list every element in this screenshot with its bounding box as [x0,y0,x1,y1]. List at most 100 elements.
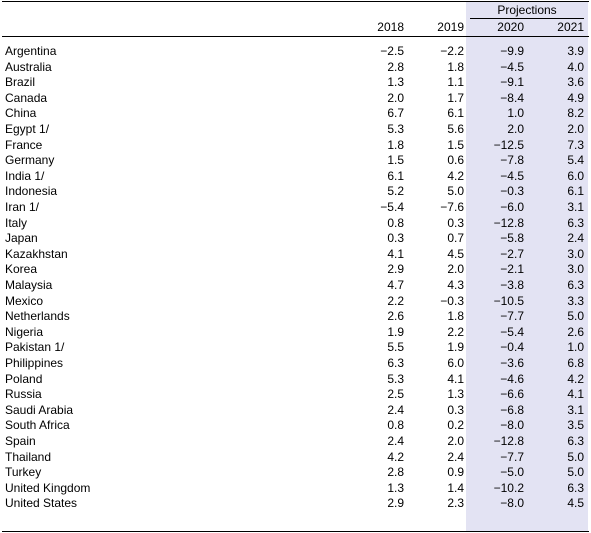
value-2018: 2.4 [387,434,404,448]
country-name: Brazil [5,75,36,90]
value-2021: 5.0 [567,449,584,464]
country-name: United Kingdom [5,480,91,495]
value-2018: 2.8 [387,59,404,74]
value-2020: −6.8 [500,402,524,417]
year-header-2018: 2018 [377,20,404,34]
country-name: Mexico [5,293,44,308]
value-2021: 6.8 [567,356,584,370]
value-2018: 6.3 [387,356,404,370]
value-2018: −2.5 [380,44,404,58]
value-2020: −0.4 [500,340,524,355]
value-2019: 1.1 [447,75,464,90]
country-name: Pakistan 1/ [5,340,65,355]
value-2018: 5.2 [387,184,404,199]
table-row: France 1.8 1.5 −12.5 7.3 [0,138,591,154]
table-row: Mexico 2.2 −0.3 −10.5 3.3 [0,294,591,310]
value-2021: 2.4 [567,231,584,246]
value-2021: 3.1 [567,402,584,417]
value-2020: −7.8 [500,153,524,168]
table-row: South Africa 0.8 0.2 −8.0 3.5 [0,418,591,434]
value-2018: 2.9 [387,262,404,277]
table-row: China 6.7 6.1 1.0 8.2 [0,106,591,122]
table-row: Thailand 4.2 2.4 −7.7 5.0 [0,450,591,466]
value-2021: 5.0 [567,309,584,324]
value-2018: 6.1 [387,168,404,183]
value-2019: 0.2 [447,418,464,433]
table-row: United States 2.9 2.3 −8.0 4.5 [0,496,591,512]
table-row: Egypt 1/5.3 5.6 2.0 2.0 [0,122,591,138]
table-row: Australia 2.8 1.8 −4.5 4.0 [0,60,591,76]
value-2021: 7.3 [567,137,584,152]
country-name: Turkey [5,465,42,480]
country-name: Egypt 1/ [5,122,50,136]
value-2020: −4.5 [500,168,524,183]
value-2019: 1.9 [447,340,464,355]
value-2020: −12.8 [493,215,524,230]
value-2019: 1.8 [447,309,464,324]
table-row: Turkey 2.8 0.9 −5.0 5.0 [0,465,591,481]
value-2021: 3.0 [567,262,584,277]
value-2019: −0.3 [440,293,464,308]
value-2018: 2.5 [387,387,404,402]
value-2020: −6.6 [500,387,524,402]
value-2021: 3.6 [567,75,584,90]
value-2021: 5.0 [567,465,584,480]
table-top-rule [2,1,589,2]
value-2018: 2.4 [387,402,404,417]
value-2021: 4.5 [567,496,584,511]
value-2019: 4.1 [447,371,464,386]
country-name: South Africa [5,418,70,433]
value-2018: 2.2 [387,293,404,308]
table-row: Italy 0.8 0.3 −12.8 6.3 [0,216,591,232]
value-2019: −2.2 [440,44,464,58]
value-2018: 1.8 [387,137,404,152]
table-row: Korea 2.9 2.0 −2.1 3.0 [0,262,591,278]
value-2020: −7.7 [500,309,524,324]
value-2021: 3.0 [567,246,584,261]
projections-header: Projections [497,3,557,17]
value-2019: 6.0 [447,356,464,370]
value-2019: −7.6 [440,200,464,214]
value-2018: 4.1 [387,246,404,261]
value-2020: −8.0 [500,418,524,433]
value-2018: 1.9 [387,324,404,339]
value-2019: 1.3 [447,387,464,402]
year-header-2020: 2020 [497,20,524,34]
value-2020: −9.9 [500,44,524,58]
country-name: China [5,106,37,121]
country-name: Nigeria [5,324,44,339]
table-row: Saudi Arabia 2.4 0.3 −6.8 3.1 [0,403,591,419]
country-name: Thailand [5,449,52,464]
value-2019: 0.7 [447,231,464,246]
year-header-2019: 2019 [437,20,464,34]
table-row: Netherlands 2.6 1.8 −7.7 5.0 [0,309,591,325]
value-2020: −12.8 [493,434,524,448]
table-row: Russia 2.5 1.3 −6.6 4.1 [0,387,591,403]
projections-rule [470,18,584,19]
value-2021: 8.2 [567,106,584,121]
country-name: Japan [5,231,38,246]
table-row: Poland 5.3 4.1 −4.6 4.2 [0,372,591,388]
value-2020: −12.5 [493,137,524,152]
country-name: Argentina [5,44,57,58]
country-name: Germany [5,153,55,168]
value-2019: 2.2 [447,324,464,339]
value-2020: −5.4 [500,324,524,339]
value-2019: 1.5 [447,137,464,152]
value-2018: 5.5 [387,340,404,355]
value-2018: 0.3 [387,231,404,246]
value-2021: 6.0 [567,168,584,183]
country-name: Poland [5,371,43,386]
value-2020: −10.2 [493,480,524,495]
table-row: Philippines 6.3 6.0 −3.6 6.8 [0,356,591,372]
country-name: Australia [5,59,52,74]
value-2020: −3.8 [500,278,524,292]
value-2021: 3.5 [567,418,584,433]
value-2020: −5.8 [500,231,524,246]
value-2020: −10.5 [493,293,524,308]
value-2019: 0.9 [447,465,464,480]
value-2020: −3.6 [500,356,524,370]
value-2019: 0.3 [447,402,464,417]
country-name: Spain [5,434,36,448]
table-row: Iran 1/ −5.4 −7.6 −6.0 3.1 [0,200,591,216]
